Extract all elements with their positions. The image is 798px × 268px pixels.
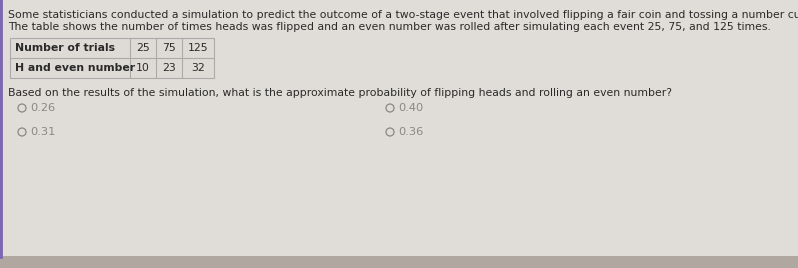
Text: Based on the results of the simulation, what is the approximate probability of f: Based on the results of the simulation, … bbox=[8, 88, 672, 98]
Text: Some statisticians conducted a simulation to predict the outcome of a two-stage : Some statisticians conducted a simulatio… bbox=[8, 10, 798, 20]
Text: 0.26: 0.26 bbox=[30, 103, 55, 113]
Text: 10: 10 bbox=[136, 63, 150, 73]
Text: 32: 32 bbox=[192, 63, 205, 73]
Text: 0.31: 0.31 bbox=[30, 127, 55, 137]
Bar bbox=[10, 38, 214, 78]
Text: 23: 23 bbox=[162, 63, 176, 73]
Text: H and even number: H and even number bbox=[15, 63, 135, 73]
Text: 75: 75 bbox=[162, 43, 176, 53]
Text: 25: 25 bbox=[136, 43, 150, 53]
Text: 125: 125 bbox=[188, 43, 208, 53]
Text: Number of trials: Number of trials bbox=[15, 43, 115, 53]
Text: 0.36: 0.36 bbox=[398, 127, 423, 137]
Text: The table shows the number of times heads was flipped and an even number was rol: The table shows the number of times head… bbox=[8, 22, 771, 32]
Text: 0.40: 0.40 bbox=[398, 103, 423, 113]
Bar bbox=[0, 256, 798, 268]
